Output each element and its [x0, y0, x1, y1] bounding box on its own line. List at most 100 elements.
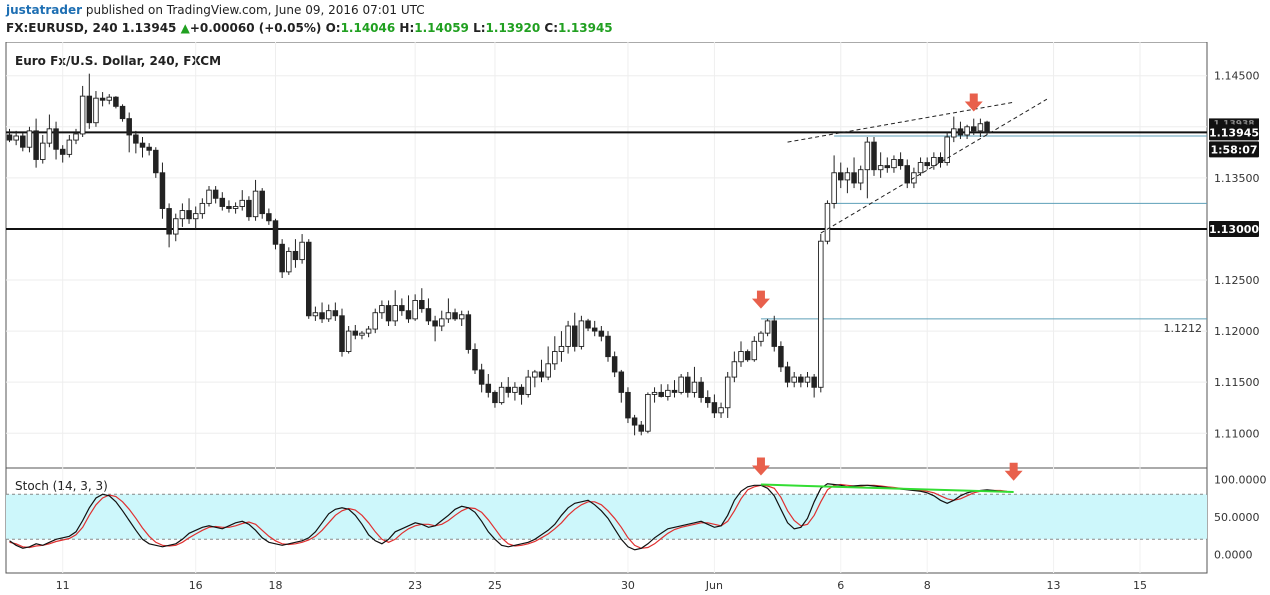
- candle-body: [512, 386, 518, 393]
- candle-body: [478, 369, 485, 385]
- time-tick-label: 13: [1047, 579, 1061, 592]
- candle-body: [312, 312, 319, 317]
- candle-body: [458, 314, 465, 320]
- candle-body: [299, 241, 305, 261]
- price-tick-label: 1.12500: [1214, 274, 1260, 287]
- candle-body: [399, 305, 405, 312]
- candle-body: [73, 133, 79, 141]
- candle-body: [139, 142, 146, 148]
- candle-body: [691, 381, 698, 393]
- stochastic-lines: [9, 483, 1014, 551]
- candle-body: [452, 312, 458, 320]
- candle-body: [904, 165, 911, 184]
- candle-body: [824, 202, 831, 242]
- open-value: 1.14046: [340, 21, 396, 35]
- candle-body: [838, 172, 844, 181]
- candle-body: [119, 105, 126, 120]
- candle-body: [532, 371, 538, 378]
- candle-body: [425, 308, 432, 322]
- candle-body: [492, 391, 498, 404]
- stoch-title: Stoch (14, 3, 3): [15, 479, 108, 493]
- candle-body: [485, 383, 492, 393]
- time-axis[interactable]: 11 16 18 23 25 30 Jun 6 8 13 15: [56, 579, 1147, 592]
- time-tick-label: 23: [408, 579, 422, 592]
- candle-body: [153, 149, 159, 174]
- down-arrow-icon: [964, 93, 983, 112]
- candle-body: [625, 391, 631, 419]
- candle-body: [33, 130, 39, 160]
- stoch-tick-label: 0.0000: [1214, 548, 1253, 561]
- time-tick-label: 16: [189, 579, 203, 592]
- candle-body: [871, 141, 877, 171]
- candle-body: [572, 325, 578, 347]
- candle-body: [99, 97, 106, 101]
- low-label: L:: [473, 21, 486, 35]
- chart-frame: [5, 42, 1208, 574]
- candle-body: [219, 197, 226, 207]
- stoch-tick-label: 100.0000: [1214, 473, 1267, 486]
- level-badge: 1.13000: [1209, 223, 1259, 236]
- candle-body: [392, 305, 398, 322]
- price-change: +0.00060 (+0.05%): [189, 21, 322, 35]
- candle-body: [977, 123, 984, 132]
- divergence-line: [760, 483, 808, 487]
- candle-body: [186, 210, 192, 220]
- candle-body: [598, 330, 605, 337]
- candle-body: [565, 325, 571, 347]
- price-tick-label: 1.12000: [1214, 325, 1260, 338]
- down-arrow-icon: [751, 290, 770, 309]
- candle-body: [685, 376, 691, 393]
- price-tick-label: 1.14500: [1214, 70, 1260, 83]
- candle-body: [631, 417, 638, 426]
- candle-body: [857, 169, 864, 184]
- candle-body: [6, 134, 13, 141]
- signal-arrows: [751, 93, 1023, 481]
- candle-body: [758, 332, 764, 342]
- stoch-k-line: [9, 483, 1008, 551]
- candle-body: [518, 386, 525, 395]
- candle-body: [771, 320, 778, 347]
- candle-body: [412, 300, 418, 320]
- candle-body: [525, 376, 531, 395]
- hidden-level-badge: 1.13938: [1214, 119, 1255, 129]
- candle-body: [306, 241, 312, 317]
- candle-body: [292, 250, 299, 261]
- candle-body: [93, 97, 99, 124]
- horizontal-levels[interactable]: 1.1212: [6, 131, 1207, 335]
- candle-body: [199, 202, 206, 215]
- price-tick-label: 1.11500: [1214, 376, 1260, 389]
- trendline: [820, 98, 1048, 234]
- candle-body: [951, 128, 957, 138]
- candle-body: [731, 361, 738, 378]
- candle-body: [372, 312, 379, 330]
- candle-body: [206, 189, 212, 204]
- candle-body: [545, 363, 551, 378]
- candle-body: [791, 376, 797, 383]
- candle-body: [764, 320, 771, 334]
- price-chart[interactable]: Euro Fx/U.S. Dollar, 240, FXCM Stoch (14…: [0, 42, 1270, 595]
- candle-body: [718, 407, 724, 414]
- candle-body: [133, 134, 139, 144]
- price-tick-label: 1.11000: [1214, 427, 1260, 440]
- candle-body: [339, 315, 345, 352]
- candle-body: [645, 393, 651, 432]
- close-label: C:: [544, 21, 558, 35]
- author-username[interactable]: justatrader: [6, 3, 83, 17]
- candle-body: [744, 351, 751, 361]
- candle-body: [964, 126, 970, 136]
- candle-body: [259, 190, 265, 215]
- time-tick-label: 15: [1133, 579, 1147, 592]
- current-price-badge-bg: [1209, 124, 1259, 141]
- time-tick-label: 6: [837, 579, 844, 592]
- candle-body: [159, 172, 166, 209]
- candle-body: [239, 199, 245, 207]
- candle-body: [79, 95, 86, 135]
- candle-body: [844, 172, 851, 181]
- time-tick-label: 18: [269, 579, 283, 592]
- candle-body: [944, 136, 950, 163]
- candle-body: [226, 206, 232, 209]
- candle-body: [272, 220, 279, 245]
- up-arrow-icon: ▲: [180, 21, 190, 35]
- time-tick-label: Jun: [705, 579, 723, 592]
